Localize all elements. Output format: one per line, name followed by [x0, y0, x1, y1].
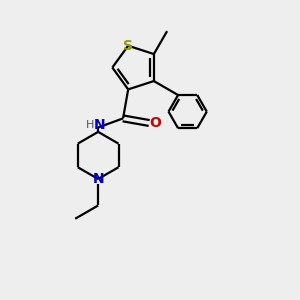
Text: N: N	[92, 172, 104, 186]
Text: S: S	[123, 39, 133, 53]
Text: O: O	[149, 116, 161, 130]
Text: H: H	[86, 120, 94, 130]
Text: N: N	[94, 118, 106, 132]
